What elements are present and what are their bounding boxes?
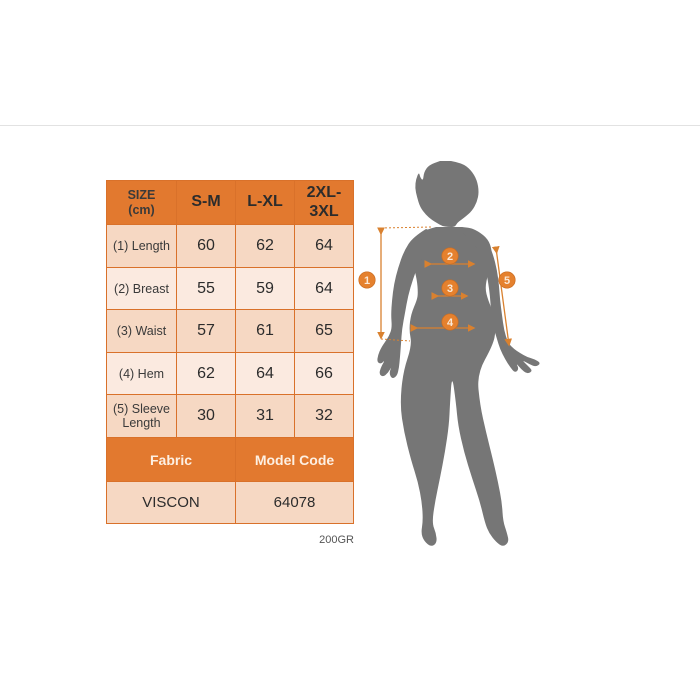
svg-text:4: 4 [447,317,454,329]
svg-text:5: 5 [504,275,510,287]
svg-text:2: 2 [447,251,453,263]
svg-text:1: 1 [364,275,370,287]
svg-text:3: 3 [447,283,453,295]
